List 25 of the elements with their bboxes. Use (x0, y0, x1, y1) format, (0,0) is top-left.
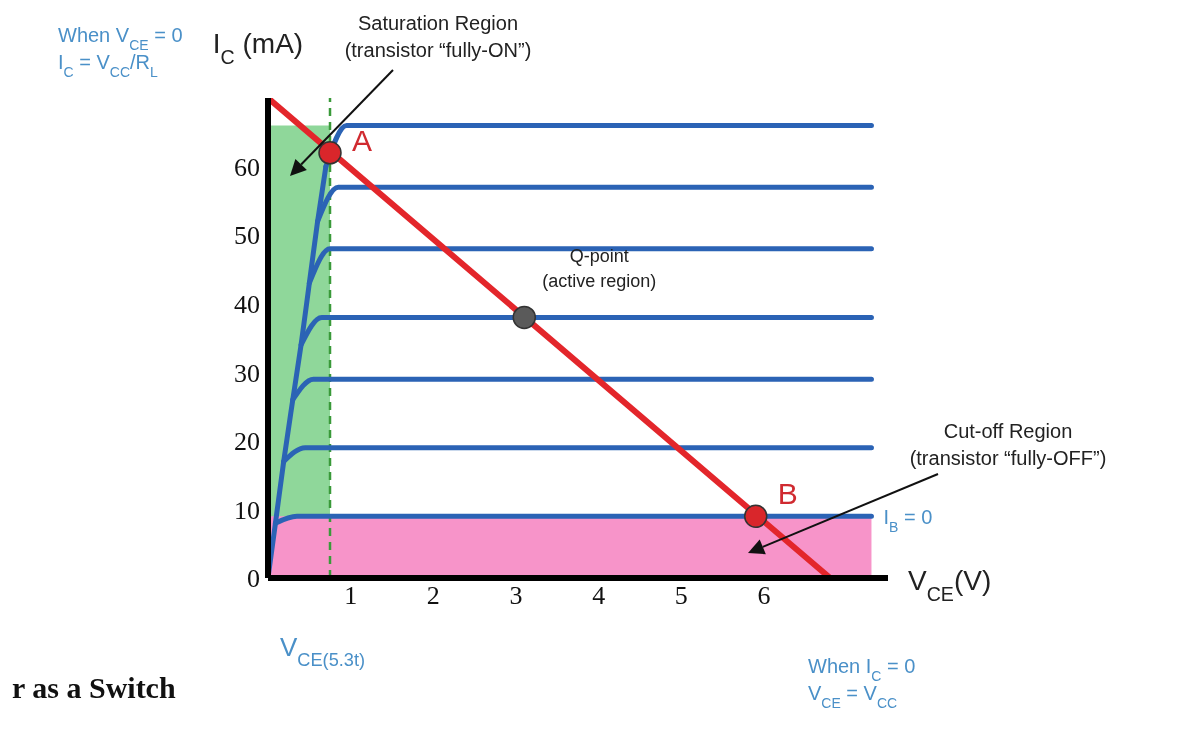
x-axis-title: V$_{CE}$(V) (908, 565, 992, 605)
annotation: B (777, 477, 798, 511)
x-tick-label: 5 (674, 581, 688, 611)
y-tick-label: 60 (234, 152, 260, 182)
x-tick-label: 1 (344, 581, 358, 611)
annotation: Q-point (active region) (542, 246, 657, 291)
y-tick-label: 20 (234, 427, 260, 457)
text: When I$_{C}$ = 0 V$_{CE}$ = V$_{CC}$ (808, 655, 916, 711)
x-tick-label: 4 (592, 581, 606, 611)
text: When V$_{CE}$ = 0 I$_{C}$ = V$_{CC}$/R$_{L}$ (58, 24, 183, 80)
text: r as a Switch (12, 671, 176, 704)
y-tick-label: 50 (234, 221, 260, 251)
annotation: I$_{B}$ = 0 (883, 506, 933, 536)
annotation: A (352, 123, 373, 157)
y-tick-label: 30 (234, 358, 260, 388)
ref-line-label: V$_{CE(5.3t)}$ (280, 632, 366, 670)
text: Saturation Region (transistor “fully-ON”) (344, 12, 532, 61)
y-tick-label: 10 (234, 495, 260, 525)
x-tick-label: 3 (509, 581, 523, 611)
y-tick-label: 0 (247, 564, 260, 594)
text: Cut-off Region (transistor “fully-OFF”) (909, 420, 1107, 469)
y-tick-label: 40 (234, 289, 260, 319)
y-axis-title: I$_{C}$ (mA) (212, 28, 304, 68)
x-tick-label: 6 (757, 581, 771, 611)
x-tick-label: 2 (426, 581, 440, 611)
